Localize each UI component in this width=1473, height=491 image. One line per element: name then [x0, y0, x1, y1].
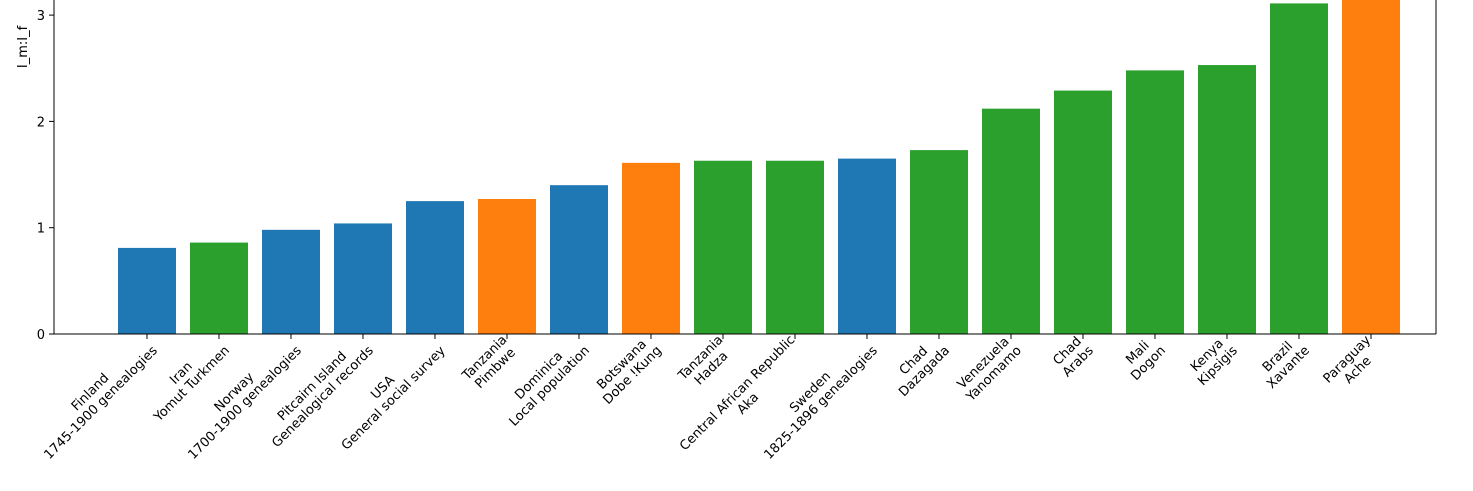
bar-7 [622, 162, 680, 334]
bar-10 [838, 158, 896, 334]
x-tick-label: ParaguayAche [1321, 333, 1385, 397]
x-tick-label: BotswanaDobe !Kung [590, 333, 665, 408]
bar-17 [1342, 0, 1400, 334]
x-tick-label: Finland1745-1900 genealogies [31, 333, 161, 463]
bar-1 [190, 242, 248, 334]
x-ticks-group: Finland1745-1900 genealogies IranYomut Tu… [31, 333, 1385, 463]
y-ticks-group: 0 1 2 3 [37, 9, 54, 343]
bar-9 [766, 160, 824, 334]
axes-group [53, 0, 1437, 335]
bar-8 [694, 160, 752, 334]
x-tick-label: DominicaLocal population [496, 333, 593, 430]
bar-6 [550, 185, 608, 334]
bar-2 [262, 229, 320, 334]
x-tick-label: TanzaniaHadza [675, 333, 737, 395]
bar-14 [1126, 70, 1184, 334]
bar-12 [982, 108, 1040, 334]
x-tick-label: BrazilXavante [1254, 333, 1313, 392]
y-tick-label: 0 [37, 328, 45, 343]
bar-13 [1054, 90, 1112, 334]
x-tick-label: USAGeneral social survey [328, 333, 449, 454]
bar-16 [1270, 3, 1328, 334]
y-tick-label: 3 [37, 9, 45, 24]
y-tick-label: 2 [37, 115, 45, 130]
x-tick-label-line: 1745-1900 genealogies [41, 343, 160, 462]
bar-0 [118, 247, 176, 334]
bar-4 [406, 201, 464, 334]
x-tick-label: ChadDazagada [886, 333, 953, 400]
x-tick-label: VenezuelaYanomamo [952, 333, 1025, 406]
bars-group [118, 0, 1400, 334]
bar-3 [334, 223, 392, 334]
x-tick-label: KenyaKipsigis [1185, 333, 1241, 389]
x-tick-label: TanzaniaPimbwe [459, 333, 521, 395]
y-axis-label: I_m:I_f [16, 25, 31, 68]
x-tick-label: ChadArabs [1049, 333, 1097, 381]
bar-15 [1198, 65, 1256, 334]
y-tick-label: 1 [37, 222, 45, 237]
bar-11 [910, 150, 968, 334]
bar-5 [478, 198, 536, 334]
x-tick-label: MaliDogon [1118, 333, 1169, 384]
